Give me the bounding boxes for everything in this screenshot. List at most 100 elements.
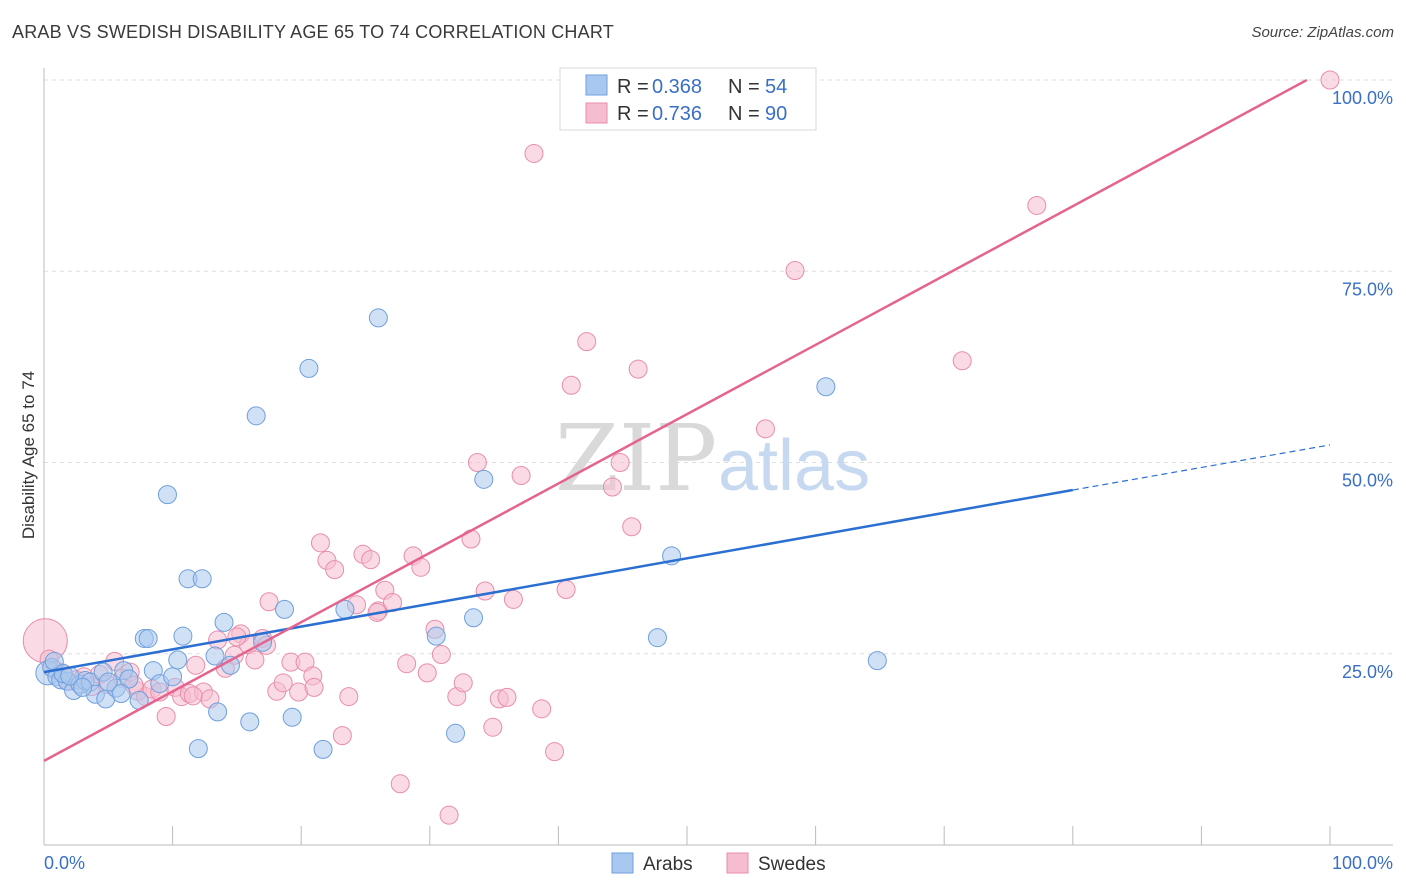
arabs-point bbox=[98, 672, 118, 692]
swedes-point bbox=[532, 699, 552, 719]
swedes-point bbox=[628, 359, 648, 379]
y-tick-label-50: 50.0% bbox=[1342, 471, 1393, 491]
swedes-point bbox=[304, 677, 324, 697]
swedes-point bbox=[390, 774, 410, 794]
swedes-point bbox=[524, 143, 544, 163]
arabs-point bbox=[73, 677, 93, 697]
arabs-point bbox=[368, 308, 388, 328]
swedes-point bbox=[577, 332, 597, 352]
x-tick-label-min: 0.0% bbox=[44, 853, 85, 873]
swedes-point bbox=[497, 687, 517, 707]
gridlines bbox=[44, 79, 1393, 655]
legend-swedes-r-value: 0.736 bbox=[652, 103, 702, 125]
swedes-trend-line bbox=[43, 78, 1308, 762]
swedes-point bbox=[610, 453, 630, 472]
chart-title: ARAB VS SWEDISH DISABILITY AGE 65 TO 74 … bbox=[12, 22, 614, 42]
arabs-point bbox=[282, 707, 302, 727]
legend-swatch-swedes bbox=[585, 102, 608, 124]
swedes-point bbox=[417, 663, 437, 683]
swedes-point bbox=[545, 742, 565, 762]
arabs-point bbox=[188, 739, 208, 759]
y-tick-label-75: 75.0% bbox=[1342, 279, 1393, 299]
arabs-point bbox=[647, 628, 667, 648]
swedes-point bbox=[453, 673, 473, 693]
arabs-point bbox=[163, 667, 183, 687]
swedes-point bbox=[475, 581, 495, 601]
watermark-atlas: atlas bbox=[718, 426, 870, 506]
swedes-point bbox=[1320, 70, 1340, 90]
swedes-point bbox=[310, 533, 330, 553]
swedes-point bbox=[755, 419, 775, 439]
legend-arabs-n-label: N = bbox=[728, 76, 760, 98]
axes bbox=[43, 68, 1393, 846]
arabs-point bbox=[168, 650, 188, 670]
arabs-point bbox=[464, 608, 484, 628]
arabs-point bbox=[426, 626, 446, 646]
arabs-point bbox=[205, 646, 225, 666]
arabs-point bbox=[313, 739, 333, 759]
swedes-point bbox=[561, 375, 581, 395]
legend-arabs-n-value: 54 bbox=[765, 76, 787, 98]
bottom-legend-swatch-swedes bbox=[726, 852, 749, 874]
arabs-point bbox=[240, 712, 260, 732]
swedes-point bbox=[245, 650, 265, 670]
arabs-point bbox=[208, 702, 228, 722]
arabs-trend-extension bbox=[1072, 444, 1331, 491]
swedes-point bbox=[622, 517, 642, 537]
arabs-point bbox=[446, 723, 466, 743]
arabs-trend-line bbox=[43, 488, 1074, 674]
legend-swatch-arabs bbox=[585, 74, 608, 96]
swedes-point bbox=[339, 687, 359, 707]
arabs-point bbox=[246, 406, 266, 426]
swedes-point bbox=[397, 654, 417, 674]
legend-swedes-n-value: 90 bbox=[765, 103, 787, 125]
swedes-point bbox=[183, 686, 203, 706]
arabs-points bbox=[35, 308, 887, 759]
trend-lines bbox=[43, 78, 1331, 762]
y-tick-labels: 25.0% 50.0% 75.0% 100.0% bbox=[1332, 88, 1393, 682]
swedes-point bbox=[325, 560, 345, 580]
arabs-point bbox=[816, 377, 836, 397]
swedes-point bbox=[511, 466, 531, 486]
swedes-point bbox=[785, 260, 805, 280]
swedes-point bbox=[186, 655, 206, 675]
swedes-point bbox=[1027, 195, 1047, 215]
arabs-point bbox=[138, 628, 158, 648]
legend-swedes-r-label: R = bbox=[617, 103, 649, 125]
swedes-point bbox=[602, 477, 622, 497]
legend-swedes-n-label: N = bbox=[728, 103, 760, 125]
x-tick-label-max: 100.0% bbox=[1332, 853, 1393, 873]
arabs-point bbox=[867, 651, 887, 671]
y-axis-title: Disability Age 65 to 74 bbox=[19, 371, 38, 539]
bottom-legend-arabs: Arabs bbox=[643, 854, 693, 875]
series-legend: Arabs Swedes bbox=[611, 852, 826, 875]
arabs-point bbox=[192, 569, 212, 589]
arabs-point bbox=[214, 612, 234, 632]
swedes-point bbox=[332, 726, 352, 746]
bottom-legend-swatch-arabs bbox=[611, 852, 634, 874]
swedes-point bbox=[431, 645, 451, 665]
watermark-zip: ZIP bbox=[555, 405, 717, 512]
swedes-point bbox=[259, 592, 279, 612]
swedes-point bbox=[952, 351, 972, 371]
swedes-point bbox=[503, 589, 523, 609]
swedes-point bbox=[361, 550, 381, 570]
swedes-point bbox=[556, 579, 576, 599]
arabs-point bbox=[173, 626, 193, 646]
y-tick-label-100: 100.0% bbox=[1332, 88, 1393, 108]
swedes-point bbox=[483, 717, 503, 737]
swedes-point bbox=[467, 453, 487, 472]
correlation-legend: R = 0.368 N = 54 R = 0.736 N = 90 bbox=[559, 67, 817, 131]
bottom-legend-swedes: Swedes bbox=[758, 854, 826, 875]
swedes-point bbox=[156, 706, 176, 726]
arabs-point bbox=[157, 485, 177, 505]
arabs-point bbox=[474, 469, 494, 489]
swedes-point bbox=[273, 673, 293, 693]
source-credit: Source: ZipAtlas.com bbox=[1251, 24, 1394, 41]
arabs-point bbox=[274, 599, 294, 619]
y-tick-label-25: 25.0% bbox=[1342, 662, 1393, 682]
arabs-point bbox=[111, 684, 131, 704]
arabs-point bbox=[299, 358, 319, 378]
swedes-point bbox=[439, 805, 459, 825]
